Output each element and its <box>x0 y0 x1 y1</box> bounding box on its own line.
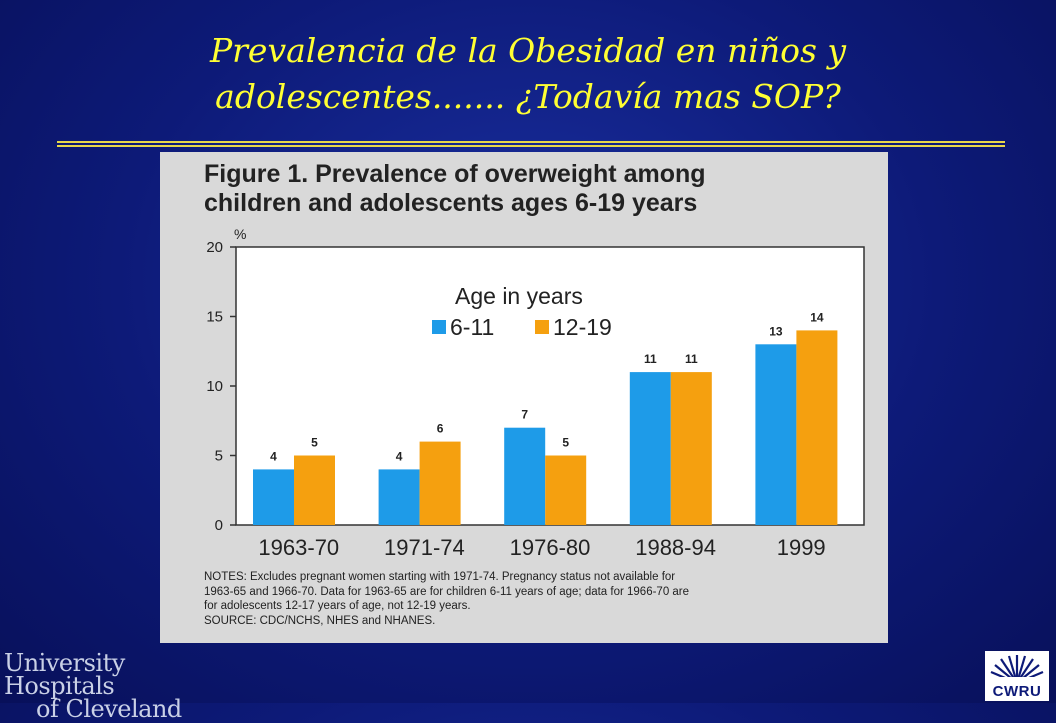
legend-swatch <box>535 320 549 334</box>
x-tick-label: 1999 <box>777 535 826 560</box>
cwru-text: CWRU <box>992 683 1042 700</box>
figure-panel: Figure 1. Prevalence of overweight among… <box>160 152 888 643</box>
x-tick-label: 1971-74 <box>384 535 465 560</box>
bar <box>294 455 335 525</box>
data-label: 4 <box>270 449 277 463</box>
data-label: 6 <box>437 422 444 436</box>
figure-notes: NOTES: Excludes pregnant women starting … <box>204 570 864 628</box>
note-line: for adolescents 12-17 years of age, not … <box>204 600 471 612</box>
x-tick-label: 1963-70 <box>258 535 339 560</box>
figure-title-line1: Figure 1. Prevalence of overweight among <box>204 160 706 188</box>
bar <box>253 469 294 525</box>
bar <box>419 441 461 525</box>
data-label: 11 <box>644 352 657 366</box>
logo-line2: of Cleveland <box>36 695 182 723</box>
data-label: 13 <box>769 324 783 338</box>
university-hospitals-logo: University Hospitals of Cleveland <box>4 649 194 721</box>
sunburst-icon <box>989 655 1045 685</box>
data-label: 4 <box>396 449 403 463</box>
y-tick-label: 15 <box>206 309 223 326</box>
logo-line1: University Hospitals <box>4 649 125 700</box>
legend-label: 12-19 <box>553 314 612 340</box>
x-tick-label: 1988-94 <box>635 535 716 560</box>
bar <box>796 330 838 525</box>
slide-title-line2: adolescentes....... ¿Todavía mas SOP? <box>215 77 841 116</box>
bar <box>670 372 712 525</box>
slide-title: Prevalencia de la Obesidad en niños y ad… <box>0 28 1056 120</box>
bar <box>504 427 546 525</box>
bar <box>755 344 797 525</box>
legend-label: 6-11 <box>450 314 494 340</box>
note-line: SOURCE: CDC/NCHS, NHES and NHANES. <box>204 614 436 627</box>
data-label: 5 <box>562 436 569 450</box>
data-label: 14 <box>810 310 824 324</box>
bar-chart: 0 5 10 15 20% 4 5 1963-70 4 6 1971-74 7 5 1976-80 11 11… <box>206 226 865 560</box>
x-tick-label: 1976-80 <box>510 535 591 560</box>
slide-title-line1: Prevalencia de la Obesidad en niños y <box>209 31 847 70</box>
data-label: 7 <box>521 408 528 422</box>
legend-title: Age in years <box>455 283 583 309</box>
figure-title: Figure 1. Prevalence of overweight among… <box>204 160 864 218</box>
legend-swatch <box>432 320 446 334</box>
cwru-logo: CWRU <box>985 651 1049 701</box>
data-label: 11 <box>685 352 698 366</box>
bar <box>378 469 420 525</box>
figure-title-line2: children and adolescents ages 6-19 years <box>204 189 698 217</box>
y-tick-label: 5 <box>215 448 223 465</box>
bar <box>629 372 671 525</box>
y-tick-label: 10 <box>206 378 223 395</box>
y-axis-label: % <box>234 226 246 242</box>
bar <box>545 455 587 525</box>
title-divider <box>57 141 1005 147</box>
y-tick-label: 0 <box>215 517 223 534</box>
note-line: NOTES: Excludes pregnant women starting … <box>204 571 676 583</box>
y-tick-label: 20 <box>206 239 223 256</box>
note-line: 1963-65 and 1966-70. Data for 1963-65 ar… <box>204 585 690 598</box>
data-label: 5 <box>311 436 318 450</box>
